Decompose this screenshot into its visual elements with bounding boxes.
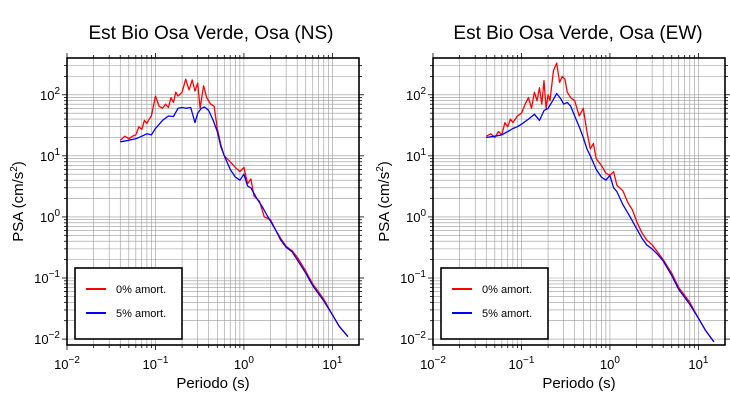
x-tick-label: 10−2 (420, 355, 446, 372)
series-line-amort-0 (119, 78, 349, 338)
x-tick-label: 10−1 (143, 355, 169, 372)
y-tick-label: 100 (40, 208, 60, 225)
y-tick-label: 10−2 (400, 330, 426, 347)
x-tick-label: 100 (234, 355, 254, 372)
x-tick-label: 101 (688, 355, 708, 372)
legend-label: 0% amort. (116, 284, 166, 296)
y-tick-label: 101 (406, 147, 426, 164)
x-tick-label: 100 (600, 355, 620, 372)
series-line-amort-0 (485, 62, 715, 343)
y-tick-label: 10−2 (34, 330, 60, 347)
x-tick-label: 10−1 (509, 355, 535, 372)
legend-label: 5% amort. (482, 308, 532, 320)
y-tick-label: 101 (40, 147, 60, 164)
chart-panel-ns: Est Bio Osa Verde, Osa (NS) 10−2 10−1 100 10… (9, 23, 364, 392)
plot-frame (432, 57, 726, 346)
y-axis-label: PSA (cm/s2) (375, 161, 393, 242)
x-axis-label: Periodo (s) (176, 375, 249, 392)
y-axis-label: PSA (cm/s2) (9, 161, 27, 242)
legend-box (440, 267, 549, 340)
y-tick-label: 10−1 (34, 269, 60, 286)
chart-title: Est Bio Osa Verde, Osa (NS) (89, 23, 334, 44)
x-axis-label: Periodo (s) (542, 375, 615, 392)
legend: 0% amort. 5% amort. (440, 267, 549, 340)
x-tick-label: 10−2 (54, 355, 80, 372)
y-tick-label: 10−1 (400, 269, 426, 286)
series-line-amort-5 (120, 106, 349, 338)
legend-box (74, 267, 183, 340)
legend-label: 0% amort. (482, 284, 532, 296)
y-tick-label: 100 (406, 208, 426, 225)
legend-label: 5% amort. (116, 308, 166, 320)
legend: 0% amort. 5% amort. (74, 267, 183, 340)
y-tick-label: 102 (40, 86, 60, 103)
tick-marks (428, 53, 730, 350)
x-tick-label: 101 (322, 355, 342, 372)
tick-marks (62, 53, 364, 350)
series-line-amort-5 (486, 92, 715, 343)
chart-panel-ew: Est Bio Osa Verde, Osa (EW) 10−2 10−1 100 10… (375, 23, 730, 392)
y-tick-label: 102 (406, 86, 426, 103)
plot-frame (66, 57, 360, 346)
chart-title: Est Bio Osa Verde, Osa (EW) (453, 23, 702, 44)
